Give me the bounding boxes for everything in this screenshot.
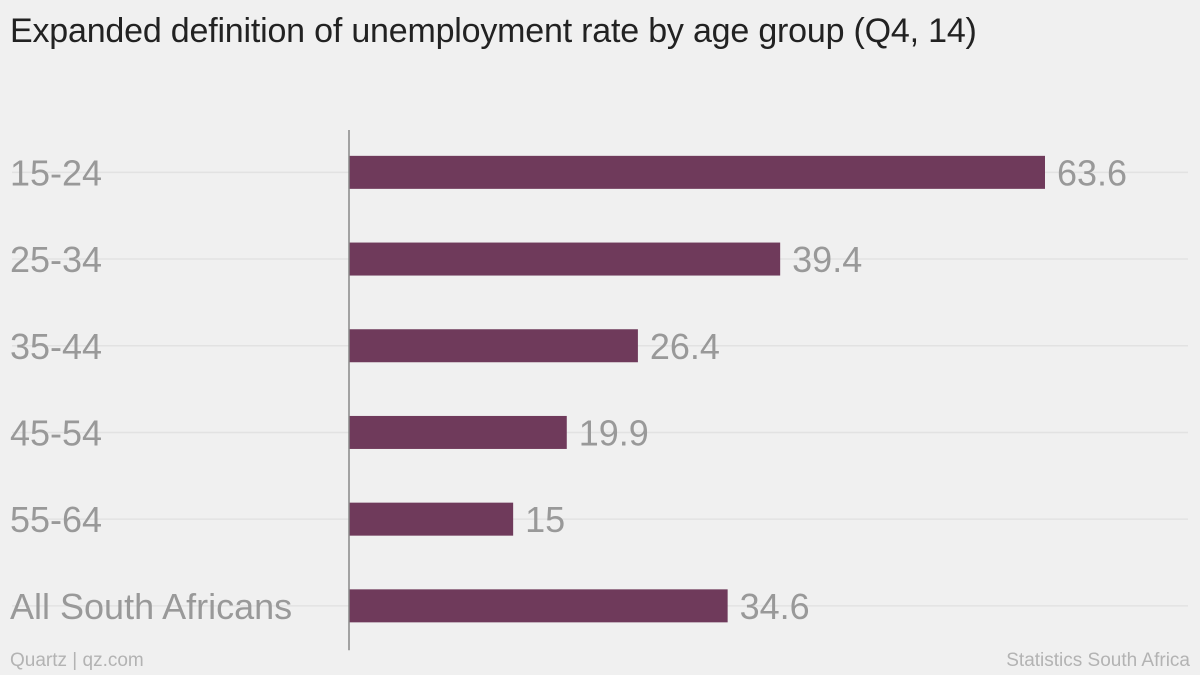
bar-25-34 bbox=[349, 242, 781, 276]
value-label: 19.9 bbox=[579, 412, 649, 453]
value-label: 63.6 bbox=[1057, 152, 1127, 193]
bar-55-64 bbox=[349, 502, 514, 536]
category-label: 55-64 bbox=[10, 499, 102, 540]
bar-15-24 bbox=[349, 155, 1045, 189]
category-label: 45-54 bbox=[10, 412, 102, 453]
bar-all-south-africans bbox=[349, 589, 728, 623]
footer-source-right: Statistics South Africa bbox=[1006, 650, 1190, 671]
footer-source-left: Quartz | qz.com bbox=[10, 650, 144, 671]
category-label: All South Africans bbox=[10, 586, 292, 627]
category-label: 25-34 bbox=[10, 239, 102, 280]
labels: 15-24 63.6 25-34 39.4 35-44 26.4 45-54 19.9 55-6… bbox=[10, 152, 1127, 626]
chart-title: Expanded definition of unemployment rate… bbox=[10, 12, 977, 50]
value-label: 39.4 bbox=[792, 239, 862, 280]
category-label: 15-24 bbox=[10, 152, 102, 193]
category-label: 35-44 bbox=[10, 326, 102, 367]
value-label: 26.4 bbox=[650, 326, 720, 367]
bars bbox=[349, 155, 1045, 623]
bar-35-44 bbox=[349, 329, 638, 363]
value-label: 34.6 bbox=[740, 586, 810, 627]
value-label: 15 bbox=[525, 499, 565, 540]
gridlines bbox=[12, 171, 1188, 607]
bar-45-54 bbox=[349, 415, 567, 449]
